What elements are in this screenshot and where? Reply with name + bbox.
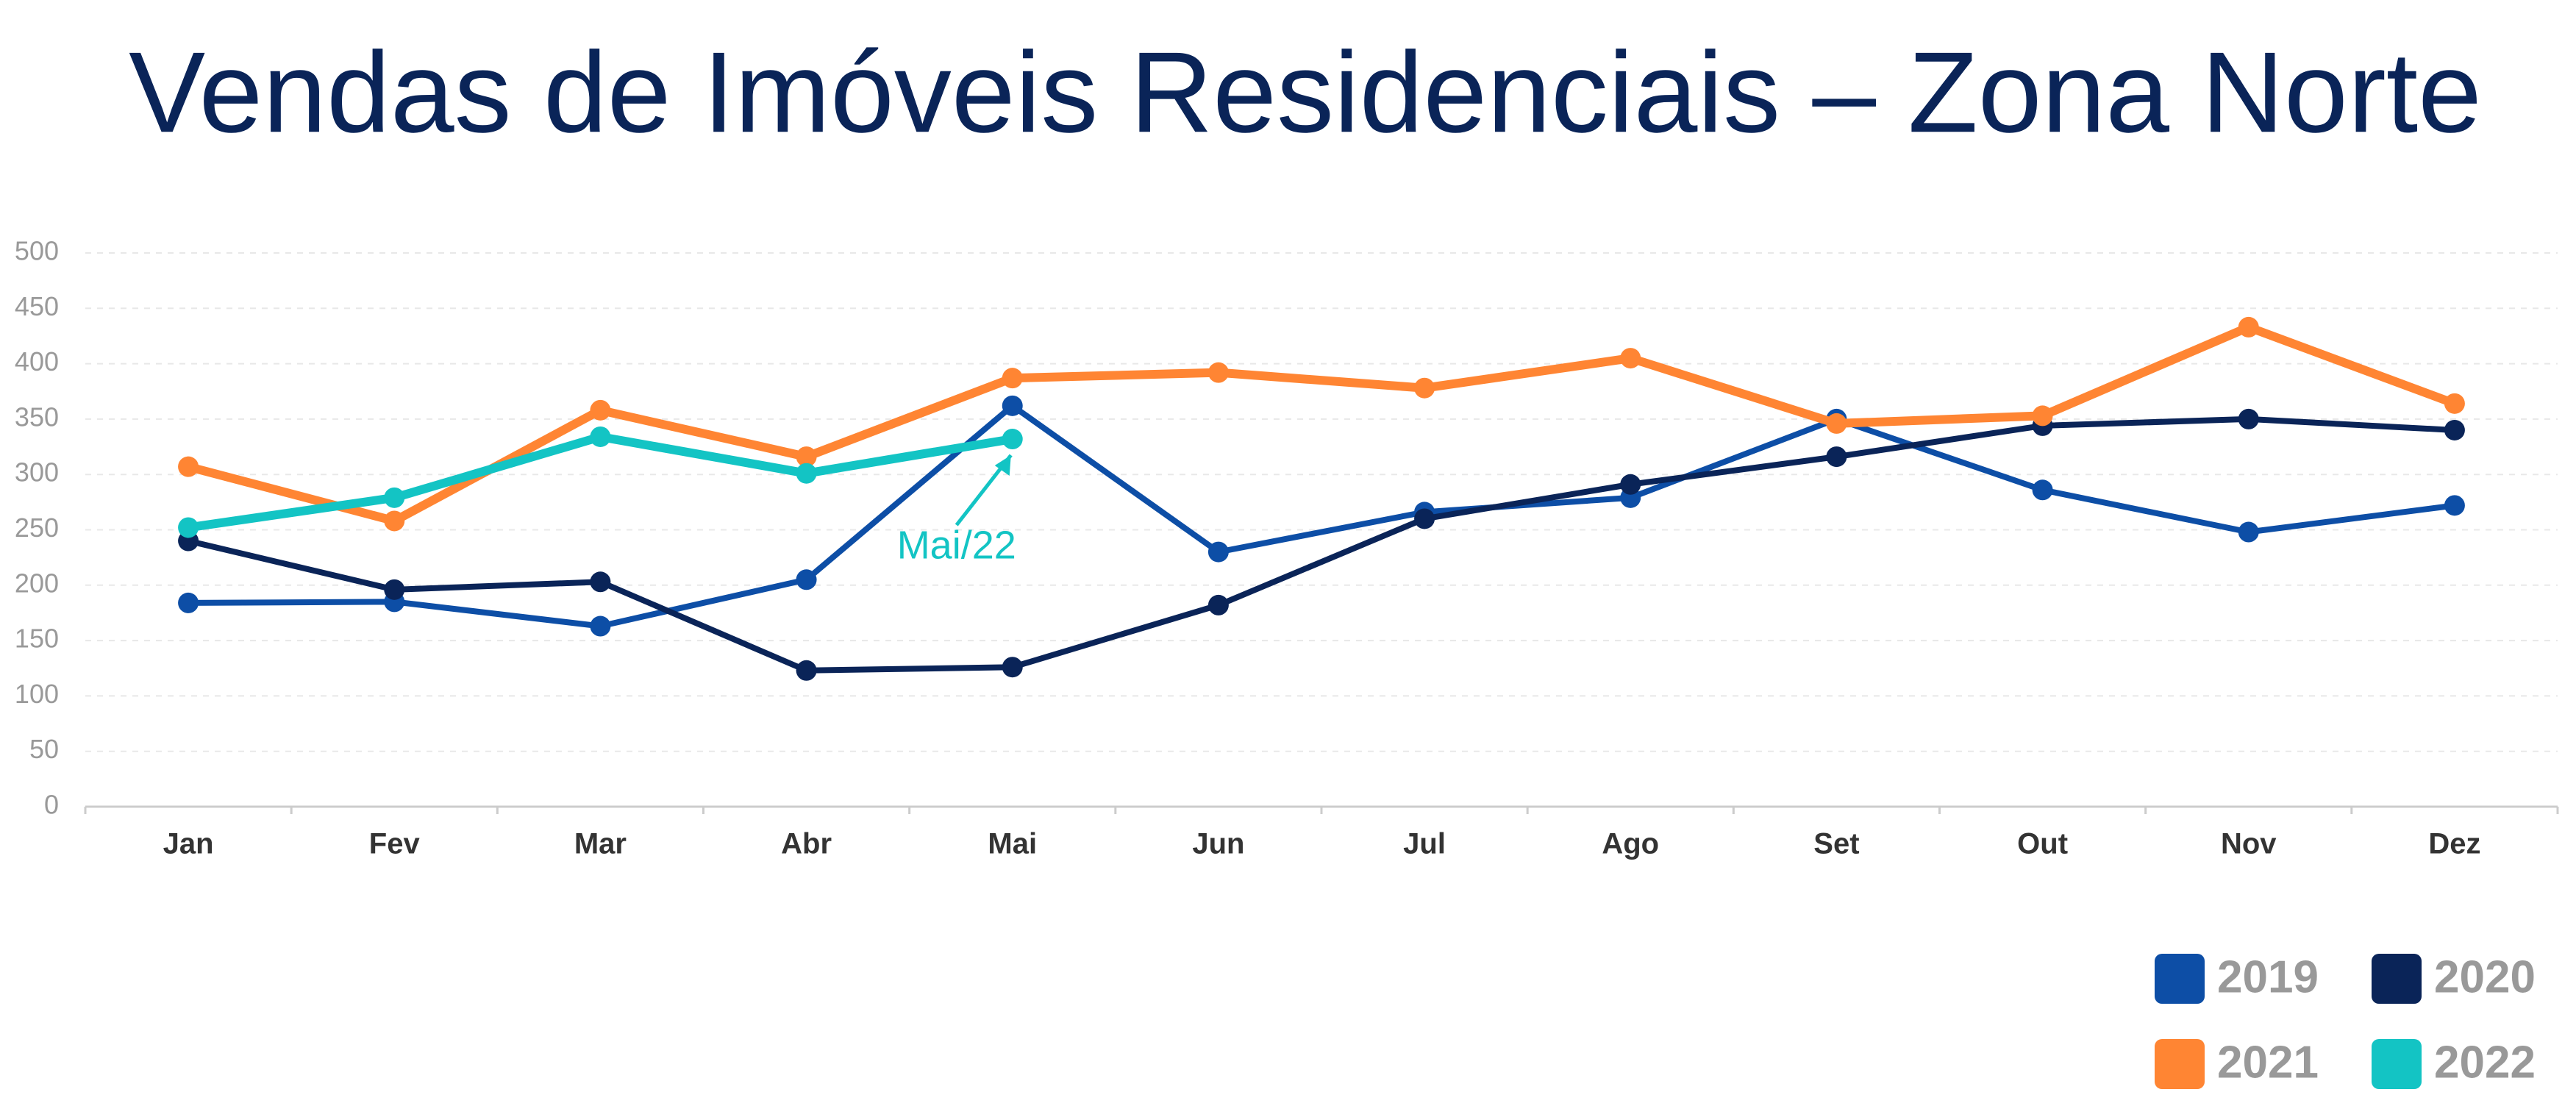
annotation: Mai/22	[897, 523, 1016, 567]
data-point	[1414, 508, 1435, 529]
x-tick-label: Fev	[369, 828, 421, 860]
legend-label: 2019	[2217, 952, 2319, 1002]
data-point	[1207, 594, 1229, 615]
y-tick-label: 50	[29, 734, 59, 764]
data-point	[384, 579, 405, 600]
data-point	[1002, 395, 1023, 416]
data-point	[2444, 393, 2465, 414]
legend-label: 2022	[2434, 1037, 2536, 1088]
y-tick-label: 500	[15, 236, 59, 266]
data-point	[590, 426, 611, 447]
annotation-arrowhead	[994, 455, 1011, 477]
data-point	[1002, 368, 1023, 389]
data-point	[2238, 408, 2259, 429]
x-tick-label: Ago	[1602, 828, 1659, 860]
data-point	[1826, 413, 1847, 434]
y-tick-label: 0	[44, 790, 59, 820]
data-point	[796, 660, 817, 681]
x-tick-label: Dez	[2428, 828, 2480, 860]
data-point	[1620, 474, 1641, 495]
data-point	[1207, 541, 1229, 563]
x-tick-label: Set	[1813, 828, 1859, 860]
data-point	[590, 615, 611, 637]
y-tick-label: 100	[15, 679, 59, 709]
data-point	[384, 510, 405, 532]
y-tick-label: 450	[15, 291, 59, 321]
x-tick-label: Jul	[1403, 828, 1446, 860]
data-point	[2238, 521, 2259, 543]
data-point	[1002, 657, 1023, 678]
data-point	[590, 399, 611, 421]
data-point	[384, 487, 405, 508]
y-tick-label: 300	[15, 457, 59, 488]
y-tick-label: 150	[15, 624, 59, 654]
y-tick-label: 350	[15, 402, 59, 432]
chart-title: Vendas de Imóveis Residenciais – Zona No…	[129, 29, 2482, 157]
data-point	[2444, 495, 2465, 516]
series-line	[188, 402, 2455, 629]
y-tick-label: 200	[15, 568, 59, 598]
x-tick-label: Jun	[1192, 828, 1244, 860]
legend-swatch	[2155, 1039, 2205, 1089]
series-line	[188, 432, 1013, 532]
data-point	[796, 463, 817, 484]
data-point	[796, 569, 817, 590]
y-tick-label: 250	[15, 513, 59, 543]
x-tick-label: Mai	[988, 828, 1037, 860]
series-line	[187, 322, 2457, 526]
data-point	[178, 517, 199, 538]
legend-swatch	[2155, 954, 2205, 1004]
data-point	[178, 456, 199, 477]
x-tick-label: Abr	[781, 828, 832, 860]
data-point	[2444, 419, 2465, 440]
x-tick-label: Mar	[574, 828, 627, 860]
data-point	[796, 446, 817, 468]
data-point	[2032, 405, 2053, 427]
legend-swatch	[2372, 1039, 2422, 1089]
legend-swatch	[2372, 954, 2422, 1004]
legend-label: 2020	[2434, 952, 2536, 1002]
data-point	[1207, 362, 1229, 383]
x-tick-label: Nov	[2221, 828, 2277, 860]
data-point	[1620, 348, 1641, 369]
data-point	[1002, 429, 1023, 450]
legend-label: 2021	[2217, 1037, 2319, 1088]
x-tick-label: Jan	[163, 828, 214, 860]
data-point	[2238, 316, 2259, 338]
x-tick-label: Out	[2017, 828, 2068, 860]
data-point	[178, 592, 199, 613]
data-point	[590, 571, 611, 593]
y-tick-label: 400	[15, 346, 59, 377]
data-point	[1414, 377, 1435, 399]
data-point	[2032, 479, 2053, 501]
series-line	[188, 415, 2455, 674]
data-point	[1826, 446, 1847, 468]
